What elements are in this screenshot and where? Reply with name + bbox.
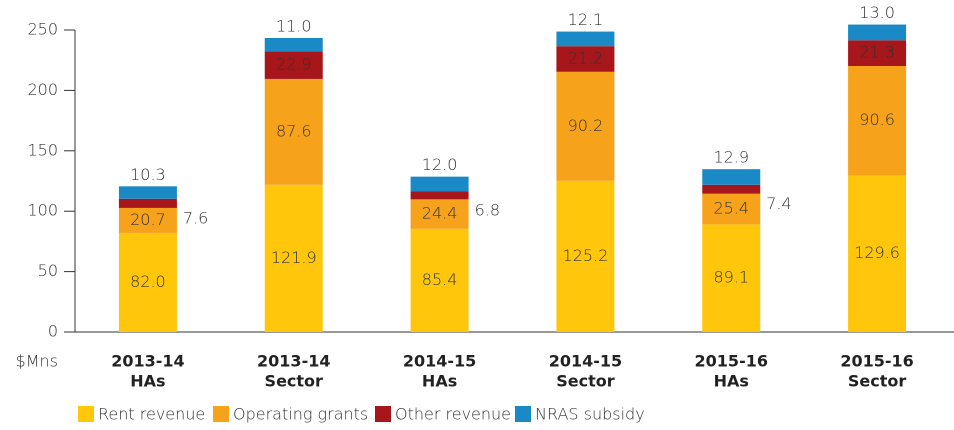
y-tick-label: 50 — [38, 261, 58, 280]
data-label: 20.7 — [130, 210, 166, 229]
data-label: 7.4 — [766, 194, 791, 213]
bar-segment — [118, 186, 177, 199]
data-label: 90.6 — [859, 110, 895, 129]
y-tick-label: 250 — [27, 20, 58, 39]
data-label: 12.9 — [713, 148, 749, 167]
data-label: 125.2 — [563, 246, 609, 265]
x-tick-label: 2014-15 — [403, 352, 476, 371]
legend-swatch — [213, 406, 229, 422]
x-tick-label: HAs — [130, 372, 165, 391]
data-label: 87.6 — [276, 121, 312, 140]
legend-swatch — [78, 406, 94, 422]
bar-segment — [118, 198, 177, 208]
bar-segment — [702, 193, 761, 225]
legend-swatch — [375, 406, 391, 422]
bar-segment — [556, 180, 615, 332]
data-label: 12.0 — [422, 155, 458, 174]
data-label: 24.4 — [422, 204, 458, 223]
data-label: 89.1 — [713, 268, 749, 287]
bar-segment — [410, 199, 469, 229]
bar-segment — [848, 175, 907, 332]
x-tick-label: Sector — [848, 372, 907, 391]
bar-segment — [702, 169, 761, 185]
bar-segment — [410, 228, 469, 332]
data-label: 10.3 — [130, 165, 166, 184]
data-label: 121.9 — [271, 248, 317, 267]
legend-label: Other revenue — [395, 405, 511, 424]
data-label: 7.6 — [183, 208, 208, 227]
legend-label: NRAS subsidy — [535, 405, 645, 424]
bar-segment — [410, 191, 469, 200]
x-tick-label: 2015-16 — [840, 352, 913, 371]
bar-segment — [556, 71, 615, 181]
data-label: 22.9 — [276, 55, 312, 74]
legend-swatch — [515, 406, 531, 422]
x-tick-label: 2014-15 — [549, 352, 622, 371]
legend-label: Operating grants — [233, 405, 368, 424]
legend-label: Rent revenue — [98, 405, 205, 424]
x-tick-label: Sector — [265, 372, 324, 391]
bar-segment — [556, 46, 615, 72]
x-tick-label: Sector — [556, 372, 615, 391]
x-tick-label: HAs — [714, 372, 749, 391]
x-tick-label: HAs — [422, 372, 457, 391]
bar-segment — [118, 207, 177, 233]
data-label: 90.2 — [568, 116, 604, 135]
data-label: 13.0 — [859, 3, 895, 22]
bar-segment — [556, 31, 615, 47]
bar-segment — [848, 24, 907, 41]
x-tick-label: 2015-16 — [695, 352, 768, 371]
data-label: 25.4 — [713, 199, 749, 218]
data-label: 11.0 — [276, 16, 312, 35]
bar-segment — [848, 65, 907, 176]
data-label: 82.0 — [130, 272, 166, 291]
bar-segment — [702, 184, 761, 194]
data-label: 129.6 — [854, 243, 900, 262]
bar-segment — [410, 176, 469, 192]
bar-segment — [264, 78, 323, 185]
bar-segment — [118, 232, 177, 332]
data-label: 21.3 — [859, 43, 895, 62]
y-tick-label: 100 — [27, 201, 58, 220]
y-axis-label: $Mns — [16, 352, 58, 371]
bar-segment — [264, 37, 323, 52]
y-tick-label: 150 — [27, 140, 58, 159]
x-tick-label: 2013-14 — [111, 352, 184, 371]
data-label: 6.8 — [475, 201, 500, 220]
bar-segment — [264, 184, 323, 332]
data-label: 85.4 — [422, 270, 458, 289]
bar-segment — [702, 224, 761, 332]
data-label: 12.1 — [568, 10, 604, 29]
y-tick-label: 0 — [48, 322, 58, 341]
x-tick-label: 2013-14 — [257, 352, 330, 371]
bar-segment — [848, 40, 907, 66]
y-tick-label: 200 — [27, 80, 58, 99]
data-label: 21.2 — [568, 48, 604, 67]
bar-segment — [264, 51, 323, 79]
